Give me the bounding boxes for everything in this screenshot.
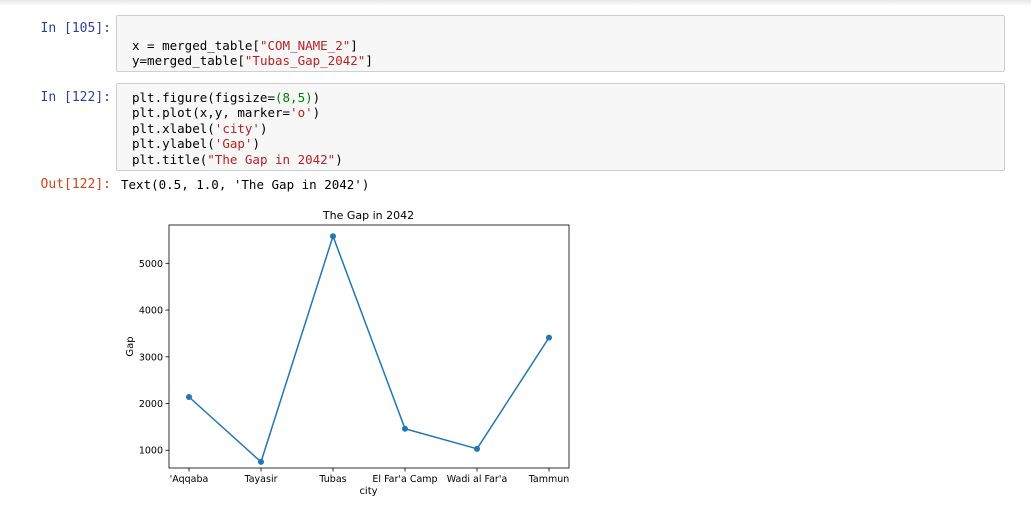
data-point <box>330 233 336 240</box>
y-axis-label: Gap <box>125 336 136 356</box>
y-tick-label: 2000 <box>139 399 163 410</box>
code-cell-2[interactable]: plt.figure(figsize=(8,5)) plt.plot(x,y, … <box>116 83 1005 171</box>
x-tick-label: Tayasir <box>244 474 278 485</box>
x-tick-label: Tubas <box>318 474 346 485</box>
code-line: plt.title("The Gap in 2042") <box>132 151 343 167</box>
code-line: x = merged_table["COM_NAME_2"] <box>132 38 358 53</box>
output-text: Text(0.5, 1.0, 'The Gap in 2042') <box>121 177 370 192</box>
x-tick-label: Tammun <box>528 474 570 485</box>
data-point <box>258 458 264 465</box>
data-point <box>474 445 480 452</box>
data-point <box>402 425 408 432</box>
series-line <box>188 233 550 464</box>
y-tick-label: 4000 <box>139 306 163 317</box>
y-tick-label: 1000 <box>139 446 163 457</box>
code-line: plt.plot(x,y, marker='o') <box>132 105 321 121</box>
x-axis-label: city <box>359 486 377 497</box>
cell-2-prompt: In [122]: <box>40 90 111 105</box>
x-tick-label: 'Aqqaba <box>170 474 209 485</box>
top-shadow <box>0 0 1031 6</box>
data-point <box>546 334 552 341</box>
code-line: plt.ylabel('Gap') <box>132 136 260 152</box>
code-line: plt.xlabel('city') <box>132 120 268 136</box>
y-tick-label: 3000 <box>139 352 163 363</box>
code-line: y=merged_table["Tubas_Gap_2042"] <box>132 53 373 69</box>
cell-1-prompt: In [105]: <box>40 21 111 36</box>
code-line: plt.figure(figsize=(8,5)) <box>132 90 321 105</box>
y-tick-label: 5000 <box>139 259 163 270</box>
plot-frame <box>168 224 570 469</box>
data-point <box>186 393 192 400</box>
x-tick-label: El Far'a Camp <box>372 474 437 485</box>
chart-title: The Gap in 2042 <box>322 209 414 222</box>
line-chart: The Gap in 2042 1000 2000 3000 4000 5000 'Aq… <box>125 209 570 497</box>
x-tick-label: Wadi al Far'a <box>447 474 508 485</box>
output-prompt: Out[122]: <box>40 177 111 192</box>
code-cell-1[interactable]: x = merged_table["COM_NAME_2"] y=merged_… <box>116 15 1005 72</box>
